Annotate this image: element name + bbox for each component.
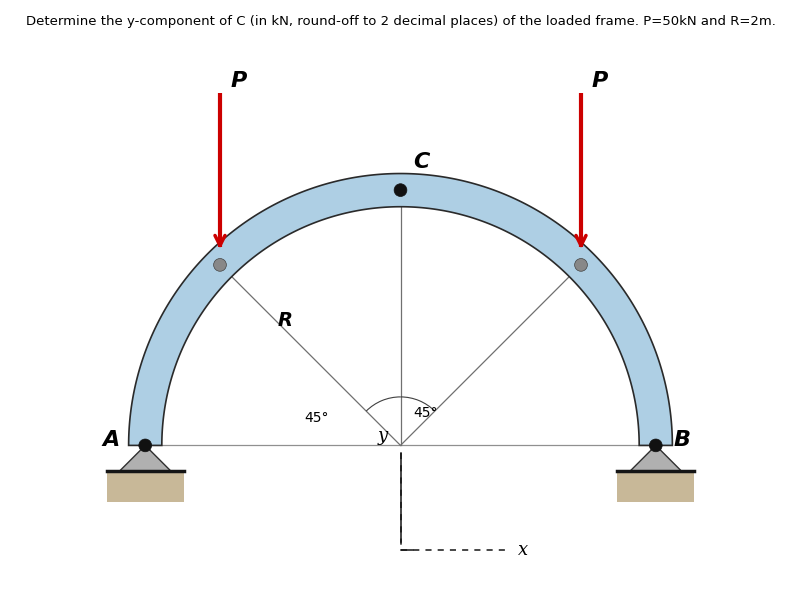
Text: A: A [103, 431, 119, 450]
Text: C: C [413, 152, 429, 172]
Text: 45°: 45° [304, 411, 329, 425]
Text: x: x [518, 541, 528, 559]
Text: y: y [377, 428, 388, 445]
Text: B: B [674, 431, 690, 450]
Text: P: P [591, 71, 607, 91]
Polygon shape [129, 174, 672, 445]
Circle shape [650, 439, 662, 452]
Polygon shape [618, 471, 694, 501]
Text: Determine the y-component of C (in kN, round-off to 2 decimal places) of the loa: Determine the y-component of C (in kN, r… [26, 15, 775, 28]
Polygon shape [107, 471, 183, 501]
Circle shape [394, 184, 407, 197]
Circle shape [139, 439, 151, 452]
Circle shape [214, 259, 227, 271]
Text: P: P [230, 71, 247, 91]
Text: 45°: 45° [413, 406, 438, 420]
Circle shape [574, 259, 587, 271]
Polygon shape [119, 445, 171, 471]
Text: R: R [277, 310, 292, 330]
Polygon shape [630, 445, 682, 471]
